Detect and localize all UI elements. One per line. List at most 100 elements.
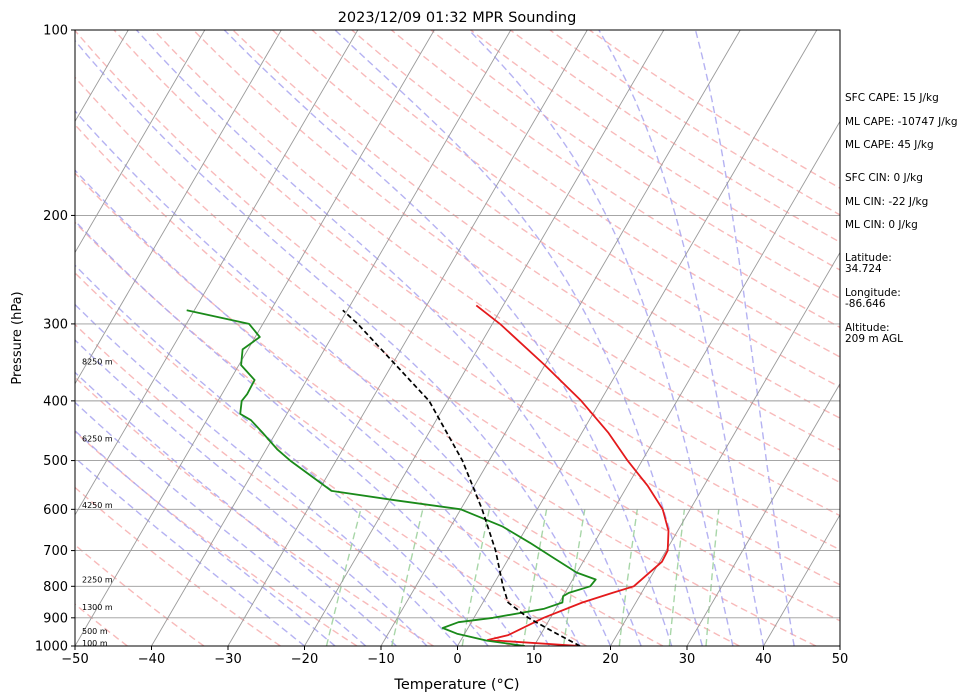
moist-adiabat-line	[75, 169, 550, 646]
x-tick-label: 50	[832, 652, 849, 667]
isotherm-line	[227, 30, 588, 646]
y-tick-label: 100	[43, 24, 68, 39]
height-label: 8250 m	[82, 357, 113, 366]
dry-adiabat-line	[75, 376, 434, 646]
background-lines	[75, 30, 840, 646]
height-label: 100 m	[82, 639, 108, 648]
ml-cin-text: ML CIN: -22 J/kg	[845, 196, 929, 208]
moist-adiabat-line	[75, 429, 336, 646]
height-label: 6250 m	[82, 434, 113, 443]
x-tick-label: −30	[214, 652, 241, 667]
moist-adiabat-line	[223, 30, 673, 646]
latitude-value: 34.724	[845, 263, 882, 275]
latitude-label: Latitude:	[845, 252, 892, 264]
dry-adiabat-line	[75, 271, 587, 646]
isotherm-line	[75, 30, 359, 516]
y-tick-label: 1000	[35, 640, 68, 655]
moist-adiabat-line	[75, 401, 367, 646]
isotherm-line	[151, 30, 512, 646]
x-tick-label: 10	[526, 652, 543, 667]
chart-title: 2023/12/09 01:32 MPR Sounding	[338, 10, 577, 26]
isotherm-line	[610, 251, 840, 646]
y-tick-label: 400	[43, 394, 68, 409]
isotherm-line	[457, 30, 818, 646]
x-tick-label: 20	[602, 652, 619, 667]
x-tick-label: 40	[755, 652, 772, 667]
isotherm-line	[763, 513, 840, 646]
plot-frame	[74, 29, 841, 647]
moist-adiabat-line	[598, 30, 765, 646]
mixing-ratio-line	[668, 509, 686, 646]
longitude-label: Longitude:	[845, 287, 901, 299]
x-tick-label: −50	[61, 652, 88, 667]
dry-adiabat-line	[351, 30, 840, 358]
y-tick-label: 300	[43, 317, 68, 332]
dry-adiabat-line	[390, 30, 840, 329]
y-tick-label: 600	[43, 503, 68, 518]
moist-adiabat-line	[135, 30, 642, 646]
height-label: 500 m	[82, 627, 108, 636]
x-tick-label: −10	[367, 652, 394, 667]
y-tick-label: 200	[43, 209, 68, 224]
dry-adiabat-line	[75, 323, 511, 646]
temperature-profile-line	[475, 304, 670, 646]
x-tick-label: 30	[679, 652, 696, 667]
moist-adiabat-line	[75, 219, 520, 646]
sfc-cin-text: SFC CIN: 0 J/kg	[845, 172, 923, 184]
sfc-cape-text: SFC CAPE: 15 J/kg	[845, 92, 939, 104]
isotherm-line	[75, 30, 435, 646]
y-axis-ticks: 100 200 300 400 500 600 700 800 900 1000	[35, 24, 75, 655]
x-axis-label: Temperature (°C)	[393, 677, 519, 693]
dry-adiabat-line	[311, 30, 840, 388]
height-label: 4250 m	[82, 501, 113, 510]
moist-adiabat-line	[75, 109, 581, 646]
moist-adiabat-line	[75, 339, 428, 646]
isotherm-line	[380, 30, 741, 646]
moist-adiabat-line	[468, 30, 734, 646]
y-tick-label: 700	[43, 544, 68, 559]
y-tick-label: 800	[43, 580, 68, 595]
altitude-value: 209 m AGL	[845, 333, 903, 345]
isotherm-line	[533, 120, 840, 646]
isotherm-line	[304, 30, 665, 646]
ml-cape-text-2: ML CAPE: 45 J/kg	[845, 139, 934, 151]
parcel-profile-line	[342, 309, 581, 646]
isotherm-line	[75, 30, 206, 254]
x-tick-label: 0	[453, 652, 461, 667]
dry-adiabat-line	[153, 30, 840, 517]
isotherm-line	[75, 30, 282, 385]
altitude-label: Altitude:	[845, 322, 890, 334]
dry-adiabat-line	[75, 123, 817, 646]
moist-adiabat-line	[694, 30, 795, 646]
y-axis-label: Pressure (hPa)	[10, 291, 25, 384]
sounding-info-panel: SFC CAPE: 15 J/kg ML CAPE: -10747 J/kg M…	[845, 0, 974, 700]
longitude-value: -86.646	[845, 298, 886, 310]
moist-adiabat-line	[75, 303, 459, 646]
y-tick-label: 500	[43, 454, 68, 469]
x-tick-label: −20	[291, 652, 318, 667]
x-axis-ticks: −50 −40 −30 −20 −10 0 10 20 30 40 50	[61, 646, 848, 667]
height-labels: 100 m 500 m 1300 m 2250 m 4250 m 6250 m 8250 m	[82, 357, 113, 647]
dry-adiabat-line	[75, 76, 840, 622]
dry-adiabat-line	[75, 544, 205, 646]
moist-adiabat-line	[75, 456, 305, 646]
dry-adiabat-line	[75, 430, 358, 646]
dry-adiabat-line	[430, 30, 840, 300]
pressure-gridlines	[75, 30, 840, 646]
dry-adiabat-line	[75, 30, 840, 586]
mixing-ratio-line	[325, 509, 362, 646]
ml-cin-text-2: ML CIN: 0 J/kg	[845, 219, 918, 231]
height-label: 2250 m	[82, 576, 113, 585]
dry-adiabat-line	[75, 486, 281, 646]
moist-adiabat-line	[75, 39, 612, 646]
x-tick-label: −40	[138, 652, 165, 667]
dry-adiabat-line	[113, 30, 840, 551]
y-tick-label: 900	[43, 611, 68, 626]
ml-cape-text: ML CAPE: -10747 J/kg	[845, 116, 958, 128]
moist-adiabat-line	[75, 264, 489, 646]
isotherm-line	[686, 382, 840, 646]
height-label: 1300 m	[82, 603, 113, 612]
moist-adiabat-line	[334, 30, 703, 646]
dewpoint-profile-line	[186, 309, 597, 646]
